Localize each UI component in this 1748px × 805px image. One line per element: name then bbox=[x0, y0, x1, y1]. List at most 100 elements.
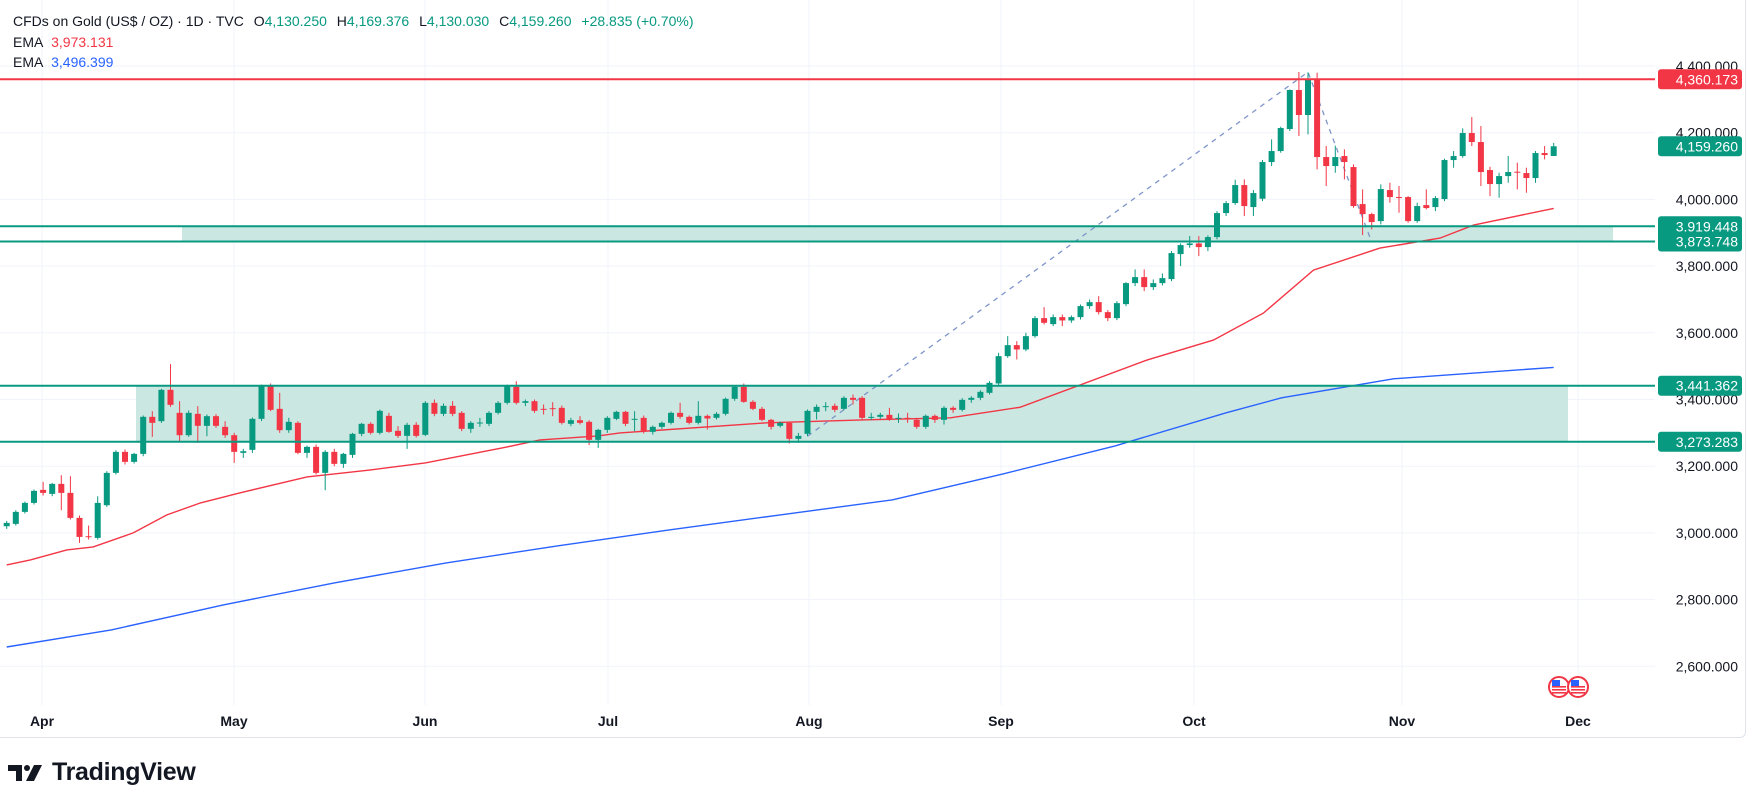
interval: 1D bbox=[185, 13, 204, 29]
symbol-legend[interactable]: CFDs on Gold (US$ / OZ) · 1D · TVC O4,13… bbox=[13, 11, 694, 31]
candle bbox=[395, 426, 401, 438]
ema-slow-legend[interactable]: EMA 3,496.399 bbox=[13, 52, 113, 72]
candle-body bbox=[203, 416, 210, 426]
candle bbox=[686, 415, 693, 425]
candle-body bbox=[595, 429, 602, 440]
candle-body bbox=[1286, 90, 1293, 130]
candle bbox=[1496, 172, 1503, 198]
candle bbox=[122, 449, 128, 465]
candle-body bbox=[1041, 318, 1048, 323]
candle bbox=[1132, 269, 1139, 287]
candle bbox=[604, 416, 611, 433]
candle bbox=[1214, 211, 1220, 240]
candle-body bbox=[67, 492, 74, 518]
candle bbox=[504, 384, 511, 405]
candle bbox=[258, 384, 265, 422]
price-label-last-price: 4,159.260 bbox=[1658, 136, 1742, 157]
us-flag-icon[interactable] bbox=[1548, 676, 1570, 698]
us-flag-icon[interactable] bbox=[1567, 676, 1589, 698]
candle bbox=[1068, 315, 1075, 323]
candle-body bbox=[850, 397, 856, 400]
candle-body bbox=[476, 422, 483, 424]
candle bbox=[140, 415, 147, 457]
candle bbox=[294, 421, 301, 455]
candle bbox=[1159, 273, 1166, 286]
close-value: 4,159.260 bbox=[509, 13, 572, 29]
candle-body bbox=[1150, 283, 1157, 288]
candle bbox=[194, 406, 201, 443]
ema-fast-legend[interactable]: EMA 3,973.131 bbox=[13, 32, 113, 52]
candle-body bbox=[586, 421, 593, 440]
change-value: +28.835 (+0.70%) bbox=[581, 13, 694, 29]
candle bbox=[1505, 156, 1512, 183]
candle bbox=[1286, 89, 1293, 132]
candle bbox=[304, 445, 310, 458]
candle-body bbox=[540, 408, 547, 410]
candle-body bbox=[777, 422, 784, 426]
indicator-name: EMA bbox=[13, 54, 44, 70]
candle-body bbox=[613, 411, 620, 419]
candle bbox=[1414, 202, 1421, 223]
candle-body bbox=[486, 412, 492, 424]
flag-stripe bbox=[1552, 689, 1566, 691]
candle bbox=[859, 396, 866, 420]
candle bbox=[1032, 316, 1038, 338]
candle-body bbox=[158, 389, 165, 422]
candle-body bbox=[1532, 153, 1539, 179]
time-axis-label: Sep bbox=[988, 713, 1014, 729]
candle bbox=[1204, 235, 1211, 252]
low-value: 4,130.030 bbox=[426, 13, 490, 29]
price-axis-label: 3,600.000 bbox=[1676, 325, 1738, 341]
candle-body bbox=[950, 407, 957, 410]
candle bbox=[94, 496, 101, 540]
candle bbox=[249, 417, 256, 453]
candle-body bbox=[1468, 133, 1475, 143]
ema-slow-line bbox=[6, 366, 1554, 648]
candle bbox=[1177, 243, 1184, 267]
tradingview-logo[interactable]: TradingView bbox=[8, 758, 196, 787]
candle bbox=[1541, 146, 1548, 160]
candle-body bbox=[449, 405, 456, 414]
candle bbox=[522, 399, 529, 407]
candle bbox=[549, 402, 556, 417]
candle-body bbox=[749, 401, 756, 409]
price-label-bg bbox=[1658, 231, 1742, 252]
candle bbox=[941, 406, 947, 425]
close-label: C bbox=[499, 13, 510, 29]
candle bbox=[904, 412, 911, 423]
candle-body bbox=[103, 472, 110, 506]
candle-body bbox=[1459, 133, 1466, 157]
candle-body bbox=[1104, 312, 1111, 319]
candle-body bbox=[1386, 190, 1393, 198]
candle-body bbox=[1214, 213, 1220, 238]
candle bbox=[668, 411, 674, 425]
candle-body bbox=[1314, 80, 1321, 158]
candle bbox=[804, 409, 811, 437]
candle bbox=[1423, 189, 1430, 210]
candle bbox=[677, 402, 684, 419]
candle bbox=[1223, 201, 1230, 217]
flag-canton bbox=[1571, 680, 1579, 686]
candle bbox=[331, 448, 338, 467]
price-label-zone-bottom: 3,273.283 bbox=[1658, 431, 1742, 452]
candle bbox=[1268, 139, 1275, 167]
candle-body bbox=[349, 433, 356, 455]
time-axis-label: Jul bbox=[598, 713, 618, 729]
candle bbox=[1168, 251, 1175, 282]
candle bbox=[203, 414, 210, 437]
price-label-text: 4,159.260 bbox=[1676, 138, 1738, 154]
candlestick-chart[interactable]: 2,600.0002,800.0003,000.0003,200.0003,40… bbox=[0, 0, 1748, 740]
time-axis-label: Apr bbox=[30, 713, 55, 729]
candle-body bbox=[185, 412, 192, 436]
flag-stripe bbox=[1571, 686, 1585, 688]
candle-body bbox=[1022, 336, 1029, 350]
candle bbox=[31, 489, 37, 505]
candle bbox=[759, 406, 765, 422]
source: TVC bbox=[215, 13, 244, 29]
candle-body bbox=[1095, 302, 1102, 313]
candle bbox=[1295, 72, 1302, 137]
candle-body bbox=[1305, 80, 1311, 116]
candle bbox=[950, 406, 957, 413]
candle-body bbox=[1514, 171, 1521, 173]
support-zone-lower bbox=[136, 385, 1568, 442]
